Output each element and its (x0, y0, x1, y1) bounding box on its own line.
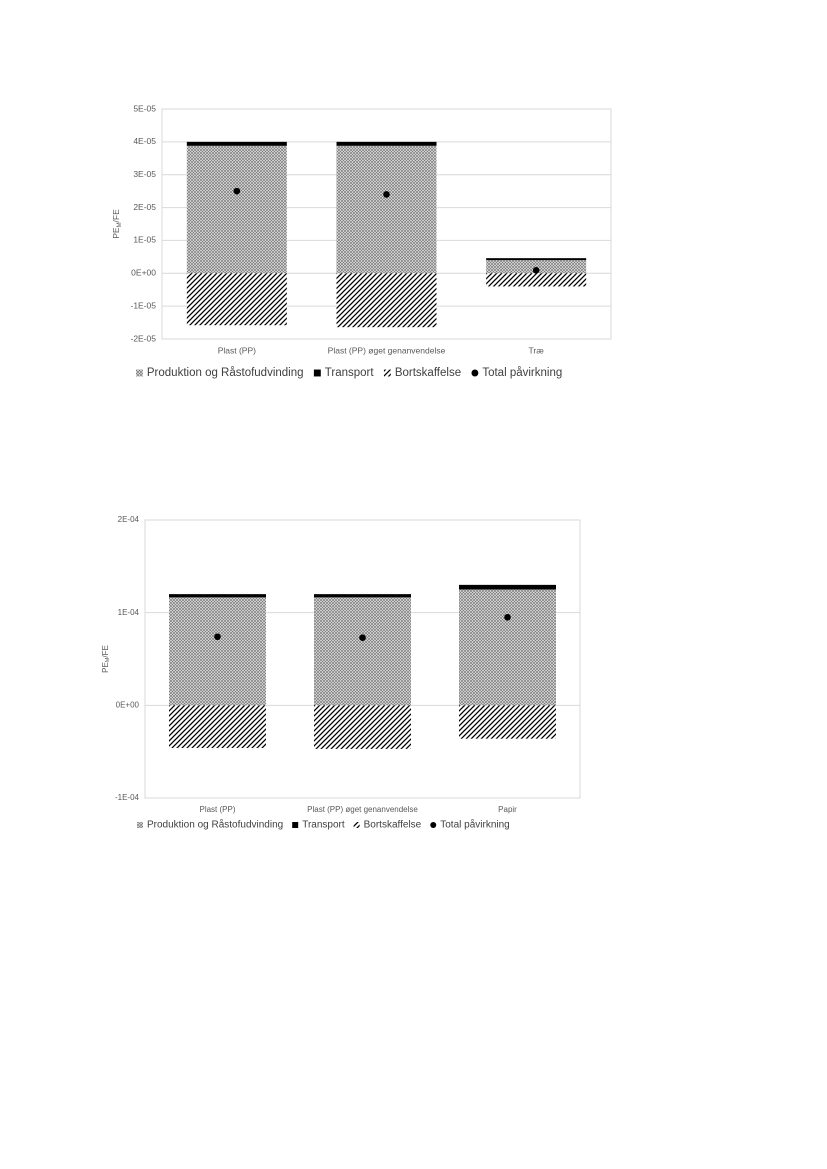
legend-swatch (136, 369, 143, 377)
y-axis-label-part: /FE (111, 209, 121, 223)
total-point (532, 267, 540, 274)
chart: -1E-04 0E+00 1E-04 2E-04 PEM/FE Plast (PP) Pla… (101, 515, 581, 831)
legend-label: Bortskaffelse (364, 820, 422, 831)
chart: -2E-05 -1E-05 0E+00 1E-05 2E-05 3E-05 4E-05 5E-… (111, 103, 612, 379)
legend-swatch (292, 822, 299, 828)
bar-segment (459, 589, 556, 706)
bar-segment (186, 145, 287, 274)
bar-segment (186, 273, 287, 326)
legend-label: Total påvirkning (440, 819, 509, 831)
bar-segment (459, 705, 556, 739)
legend-swatch (353, 822, 360, 828)
legend-label: Transport (302, 820, 345, 831)
total-point (233, 187, 241, 195)
bar-segment (336, 145, 437, 274)
legend-swatch (471, 369, 479, 377)
x-tick-label: Træ (529, 345, 545, 355)
legend-swatch (313, 369, 321, 377)
bar-segment (169, 594, 266, 598)
total-point (383, 191, 390, 198)
bar-segment (186, 141, 287, 146)
y-tick-label: 2E-04 (118, 515, 140, 524)
y-tick-label: 4E-05 (133, 136, 156, 146)
legend-swatch (383, 369, 391, 377)
legend-swatch (430, 822, 437, 828)
y-tick-label: 3E-05 (133, 169, 156, 179)
y-tick-label: 2E-05 (133, 202, 156, 212)
y-tick-label: -2E-05 (130, 333, 156, 343)
y-tick-label: -1E-04 (115, 793, 140, 802)
legend-swatch (137, 822, 143, 828)
y-axis-label-part: /FE (101, 645, 110, 657)
legend-label: Total påvirkning (482, 367, 562, 379)
legend: Produktion og Råstofudvinding Transport Bo… (137, 819, 510, 831)
y-tick-label: 1E-04 (118, 608, 140, 617)
legend-label: Produktion og Råstofudvinding (147, 367, 304, 379)
bar-segment (336, 141, 437, 146)
legend-label: Produktion og Råstofudvinding (147, 819, 283, 831)
total-point (359, 634, 366, 641)
y-tick-label: 0E+00 (131, 268, 156, 278)
total-point (504, 614, 511, 621)
bar-segment (314, 705, 411, 749)
x-tick-label: Plast (PP) øget genanvendelse (307, 805, 418, 814)
x-tick-label: Papir (498, 805, 517, 814)
y-axis-label-part: M (117, 222, 123, 227)
x-tick-label: Plast (PP) øget genanvendelse (328, 345, 446, 355)
bar-segment (336, 273, 437, 328)
bar-segment (169, 705, 266, 748)
bar-segment (459, 584, 556, 590)
bar-segment (486, 273, 587, 287)
y-tick-label: 0E+00 (116, 700, 140, 709)
bar-segment (486, 258, 587, 261)
bar-segment (314, 597, 411, 706)
bar-segment (169, 597, 266, 706)
y-axis-label: PEM/FE (101, 645, 111, 673)
bar-segment (314, 594, 411, 598)
total-point (214, 633, 221, 641)
y-tick-label: -1E-05 (130, 300, 156, 310)
legend-label: Transport (325, 367, 375, 379)
y-axis-label: PEM/FE (111, 209, 122, 239)
y-axis-label-part: PE (101, 662, 110, 673)
y-axis-label-part: M (105, 657, 111, 662)
legend: Produktion og Råstofudvinding Transport Bo… (136, 367, 562, 379)
legend-label: Bortskaffelse (395, 367, 461, 379)
bar-segment (486, 260, 587, 274)
y-axis-label-part: PE (111, 227, 121, 239)
y-tick-label: 5E-05 (133, 103, 156, 113)
x-tick-label: Plast (PP) (199, 805, 235, 814)
y-tick-label: 1E-05 (133, 235, 156, 245)
x-tick-label: Plast (PP) (218, 345, 256, 355)
